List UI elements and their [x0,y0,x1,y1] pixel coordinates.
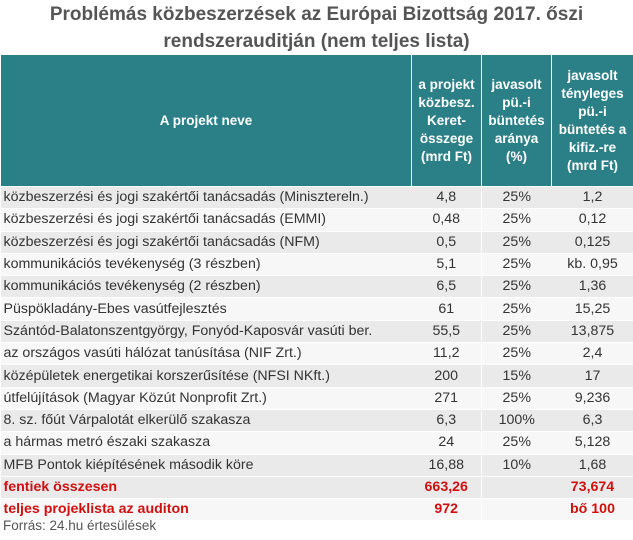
total-row-full-audit: teljes projeklista az auditon 972 bő 100 [0,498,633,522]
cell-rate: 25% [481,208,552,232]
cell-amount: 0,5 [411,231,482,254]
cell-name: közbeszerzési és jogi szakértői tanácsad… [0,186,412,210]
cell-rate: 25% [481,253,552,277]
cell-name: kommunikációs tevékenység (2 részben) [0,275,412,299]
cell-penalty: 1,68 [551,454,633,477]
col-header-penalty: javasolt tényleges pü.-i büntetés a kifi… [551,54,633,187]
total-penalty: bő 100 [551,498,633,522]
table-row: kommunikációs tevékenység (2 részben) 6,… [0,275,633,299]
cell-rate: 25% [481,387,552,410]
cell-penalty: kb. 0,95 [551,253,633,277]
page-title: Problémás közbeszerzések az Európai Bizo… [49,4,584,52]
cell-rate: 25% [481,275,552,299]
cell-name: Szántód-Balatonszentgyörgy, Fonyód-Kapos… [0,320,412,344]
cell-name: 8. sz. főút Várpalotát elkerülő szakasza [0,409,412,433]
cell-rate: 25% [481,431,552,455]
col-header-amount: a projekt közbesz. Keret-összege (mrd Ft… [411,54,482,187]
cell-penalty: 15,25 [551,297,633,321]
cell-penalty: 5,128 [551,431,633,455]
cell-rate: 25% [481,231,552,254]
table-row: az országos vasúti hálózat tanúsítása (N… [0,342,633,366]
col-header-name: A projekt neve [0,54,412,187]
table-row: MFB Pontok kiépítésének második köre 16,… [0,454,633,477]
table-row: középületek energetikai korszerűsítése (… [0,364,633,388]
projects-table: A projekt neve a projekt közbesz. Keret-… [0,54,633,522]
cell-amount: 24 [411,431,482,455]
cell-name: kommunikációs tevékenység (3 részben) [0,253,412,277]
cell-rate: 15% [481,364,552,388]
cell-rate: 25% [481,186,552,210]
cell-amount: 0,48 [411,208,482,232]
cell-name: MFB Pontok kiépítésének második köre [0,454,412,477]
table-row: 8. sz. főút Várpalotát elkerülő szakasza… [0,409,633,433]
cell-name: az országos vasúti hálózat tanúsítása (N… [0,342,412,366]
cell-name: a hármas metró északi szakasza [0,431,412,455]
cell-penalty: 13,875 [551,320,633,344]
cell-amount: 11,2 [411,342,482,366]
cell-penalty: 1,2 [551,186,633,210]
cell-penalty: 17 [551,364,633,388]
total-rate [481,476,552,500]
cell-amount: 55,5 [411,320,482,344]
cell-rate: 100% [481,409,552,433]
cell-name: Püspökladány-Ebes vasútfejlesztés [0,297,412,321]
total-penalty: 73,674 [551,476,633,500]
total-rate [481,498,552,522]
cell-amount: 4,8 [411,186,482,210]
cell-amount: 6,3 [411,409,482,433]
cell-amount: 271 [411,387,482,410]
cell-rate: 10% [481,454,552,477]
source-note: Forrás: 24.hu értesülések [3,518,157,533]
cell-penalty: 9,236 [551,387,633,410]
cell-penalty: 0,125 [551,231,633,254]
table-row: útfelújítások (Magyar Közút Nonprofit Zr… [0,387,633,410]
col-header-rate: javasolt pü.-i büntetés aránya (%) [481,54,552,187]
total-label: teljes projeklista az auditon [0,498,412,522]
cell-amount: 16,88 [411,454,482,477]
cell-penalty: 6,3 [551,409,633,433]
cell-amount: 200 [411,364,482,388]
cell-rate: 25% [481,342,552,366]
table-row: közbeszerzési és jogi szakértői tanácsad… [0,186,633,210]
table-row: közbeszerzési és jogi szakértői tanácsad… [0,231,633,254]
cell-rate: 25% [481,320,552,344]
total-amount: 663,26 [411,476,482,500]
cell-penalty: 1,36 [551,275,633,299]
cell-penalty: 0,12 [551,208,633,232]
cell-name: középületek energetikai korszerűsítése (… [0,364,412,388]
cell-amount: 6,5 [411,275,482,299]
total-row-listed: fentiek összesen 663,26 73,674 [0,476,633,500]
cell-name: közbeszerzési és jogi szakértői tanácsad… [0,208,412,232]
table-row: Püspökladány-Ebes vasútfejlesztés 61 25%… [0,297,633,321]
total-amount: 972 [411,498,482,522]
table-row: közbeszerzési és jogi szakértői tanácsad… [0,208,633,232]
cell-name: közbeszerzési és jogi szakértői tanácsad… [0,231,412,254]
total-label: fentiek összesen [0,476,412,500]
table-row: Szántód-Balatonszentgyörgy, Fonyód-Kapos… [0,320,633,344]
table-header-row: A projekt neve a projekt közbesz. Keret-… [0,54,633,187]
cell-amount: 61 [411,297,482,321]
cell-penalty: 2,4 [551,342,633,366]
cell-amount: 5,1 [411,253,482,277]
cell-rate: 25% [481,297,552,321]
cell-name: útfelújítások (Magyar Közút Nonprofit Zr… [0,387,412,410]
table-row: kommunikációs tevékenység (3 részben) 5,… [0,253,633,277]
table-row: a hármas metró északi szakasza 24 25% 5,… [0,431,633,455]
